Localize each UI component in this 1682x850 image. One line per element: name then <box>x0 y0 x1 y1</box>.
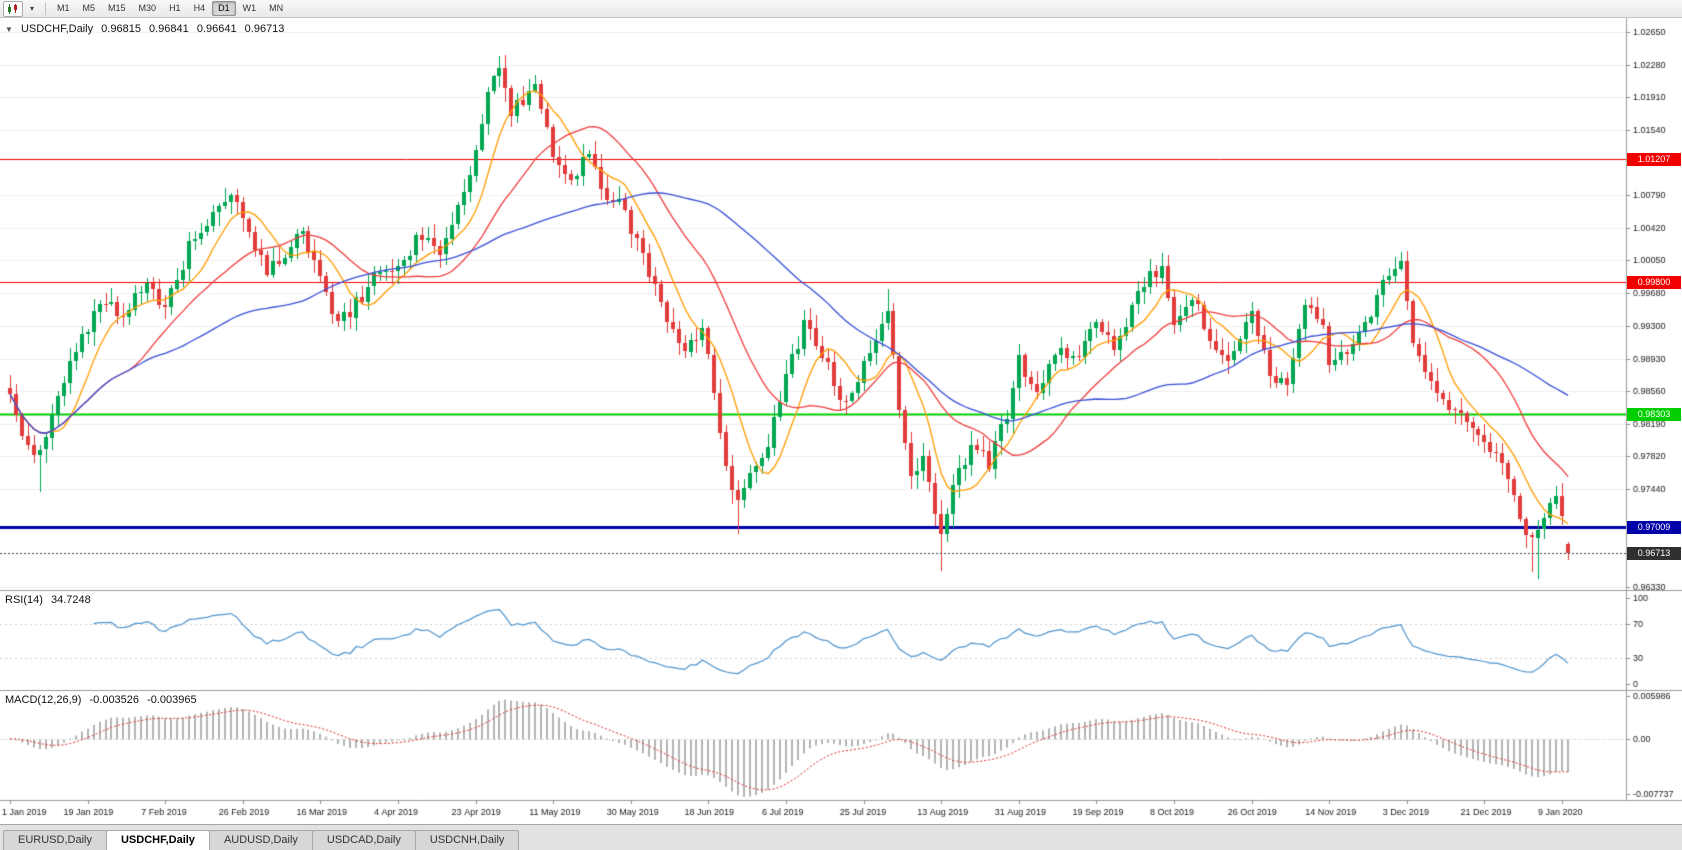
price-level-badge-0.99800: 0.99800 <box>1627 276 1681 289</box>
timeframe-button-M30[interactable]: M30 <box>138 3 157 13</box>
macd-signal-value: -0.003965 <box>147 694 197 706</box>
collapse-icon[interactable]: ▼ <box>5 25 13 34</box>
symbol-label: USDCHF,Daily <box>20 23 94 35</box>
chart-tab-eurusd-daily[interactable]: EURUSD,Daily <box>3 830 107 850</box>
macd-main-value: -0.003526 <box>89 694 140 706</box>
timeframe-buttons: M1 M5 M15 M30 H1 H4 D1 W1 MN <box>51 1 289 16</box>
close-value: 0.96713 <box>244 23 285 35</box>
chart-tabs-bar: EURUSD,Daily USDCHF,Daily AUDUSD,Daily USDC… <box>0 824 1682 850</box>
rsi-label: RSI(14) <box>5 594 43 606</box>
price-level-badge-1.01207: 1.01207 <box>1627 153 1681 166</box>
macd-label: MACD(12,26,9) <box>5 694 82 706</box>
chart-type-dropdown[interactable]: ▾ <box>25 1 39 17</box>
chevron-down-icon: ▾ <box>29 3 34 13</box>
timeframe-button-M5[interactable]: M5 <box>82 3 96 13</box>
chart-tab-audusd-daily[interactable]: AUDUSD,Daily <box>208 830 313 850</box>
timeframe-button-M1[interactable]: M1 <box>57 3 70 13</box>
candlestick-chart-icon <box>8 3 17 14</box>
toolbar: ▾ M1 M5 M15 M30 H1 H4 D1 W1 MN <box>0 0 1682 18</box>
chart-tab-usdcnh-daily[interactable]: USDCNH,Daily <box>414 830 520 850</box>
open-value: 0.96815 <box>101 23 141 35</box>
chart-tab-usdcad-daily[interactable]: USDCAD,Daily <box>311 830 416 850</box>
chart-canvas[interactable] <box>0 18 1682 824</box>
chart-window: ▼ USDCHF,Daily 0.96815 0.96841 0.96641 0… <box>0 18 1682 824</box>
rsi-value: 34.7248 <box>50 594 91 606</box>
high-value: 0.96841 <box>149 23 189 35</box>
chart-title: ▼ USDCHF,Daily 0.96815 0.96841 0.96641 0… <box>5 23 289 35</box>
price-level-badge-0.98303: 0.98303 <box>1627 408 1681 421</box>
current-price-badge: 0.96713 <box>1627 547 1681 560</box>
timeframe-button-D1[interactable]: D1 <box>212 1 236 16</box>
timeframe-button-H4[interactable]: H4 <box>193 3 206 13</box>
timeframe-button-MN[interactable]: MN <box>269 3 284 13</box>
toolbar-separator <box>45 2 46 15</box>
timeframe-button-H1[interactable]: H1 <box>169 3 181 13</box>
low-value: 0.96641 <box>196 23 237 35</box>
timeframe-button-W1[interactable]: W1 <box>242 3 257 13</box>
rsi-indicator-title: RSI(14) 34.7248 <box>5 594 96 606</box>
macd-indicator-title: MACD(12,26,9) -0.003526 -0.003965 <box>5 694 202 706</box>
timeframe-button-M15[interactable]: M15 <box>108 3 126 13</box>
chart-type-button[interactable] <box>3 0 23 17</box>
chart-tab-usdchf-daily[interactable]: USDCHF,Daily <box>105 830 210 850</box>
price-level-badge-0.97009: 0.97009 <box>1627 521 1681 534</box>
